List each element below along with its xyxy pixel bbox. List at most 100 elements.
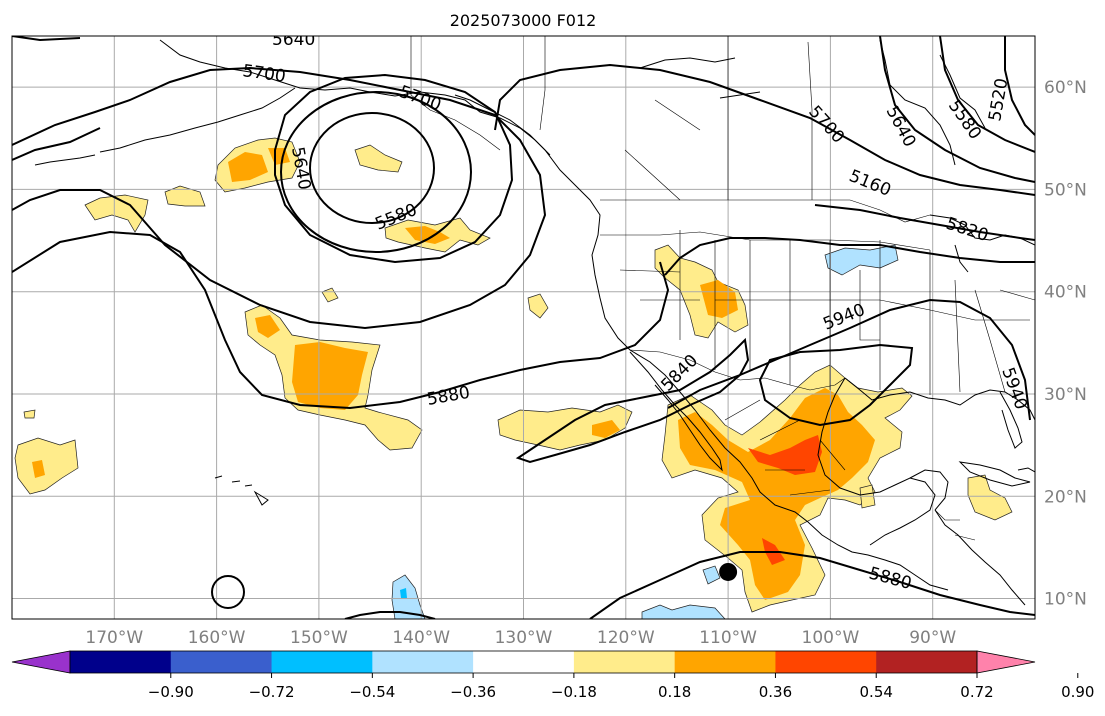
longitude-label: 130°W [495, 628, 553, 648]
longitude-label: 160°W [188, 628, 246, 648]
border-mexico-states [724, 399, 846, 496]
colorbar-segment [775, 651, 877, 673]
shade-small-6 [527, 293, 549, 319]
border-canada-provinces [539, 36, 813, 201]
colorbar-tick-label: −0.72 [249, 683, 295, 701]
border-us-mexico [629, 349, 846, 391]
colorbar-tick-label: −0.90 [148, 683, 194, 701]
contour-north-1 [494, 63, 1035, 196]
coast-baja [629, 351, 723, 472]
shade-blue-south-1 [391, 574, 426, 619]
colorbar-segment [271, 651, 373, 673]
contour-5880 [12, 230, 670, 410]
colorbar-tick-label: 0.36 [759, 683, 792, 701]
colorbar [11, 650, 1036, 674]
latitude-label: 40°N [1044, 283, 1087, 303]
latitude-labels: 10°N 20°N 30°N 40°N 50°N 60°N [1044, 78, 1087, 609]
latitude-label: 60°N [1044, 78, 1087, 98]
shade-blue-south-1b [400, 588, 407, 598]
borders [410, 36, 1035, 541]
shade-small-7 [967, 474, 1013, 521]
map-area: 5640 5700 5700 5640 5580 5880 5840 5940 … [12, 30, 1035, 619]
colorbar-segment [674, 651, 776, 673]
contour-5880-south [589, 551, 1035, 619]
contour-5940 [664, 237, 1035, 276]
contour-small-ring [211, 575, 245, 609]
contour-5880-east [515, 337, 750, 464]
colorbar-tick-label: 0.54 [860, 683, 893, 701]
shade-blue-south-3 [702, 565, 721, 585]
contour-5820 [814, 204, 1035, 241]
shade-west-4 [23, 409, 36, 419]
colorbar-frame [69, 650, 978, 674]
shade-alaska-3-orange [405, 226, 450, 244]
longitude-label: 140°W [392, 628, 450, 648]
coastlines [34, 39, 1035, 606]
contour-bottom-arc [344, 611, 436, 619]
coast-hawaii [214, 475, 269, 506]
coast-aleutians [34, 154, 96, 166]
contour-north-3 [939, 36, 1035, 153]
height-contours [12, 36, 1035, 619]
coast-arctic [639, 54, 986, 129]
map-frame [11, 35, 1036, 620]
border-central-america [934, 509, 976, 541]
contour-label: 5640 [272, 30, 315, 50]
shade-pacific-1-orange [255, 315, 368, 410]
longitude-label: 170°W [85, 628, 143, 648]
latitude-label: 20°N [1044, 487, 1087, 507]
shade-west-3 [14, 437, 79, 495]
shade-blue-south-2 [641, 604, 726, 619]
coast-florida [999, 391, 1023, 449]
colorbar-tick-label: −0.36 [450, 683, 496, 701]
colorbar-segment [876, 651, 978, 673]
coast-mexico-east [817, 377, 936, 546]
coast-cuba [958, 461, 1031, 487]
longitude-label: 150°W [290, 628, 348, 648]
shade-west-3-orange [32, 460, 45, 478]
colorbar-tick-label: 0.18 [658, 683, 691, 701]
contour-north-5 [12, 36, 81, 42]
colorbar-ticks: −0.90 −0.72 −0.54 −0.36 −0.18 0.18 0.36 0.54 0.7… [148, 673, 1094, 701]
contour-5940-south [667, 298, 1031, 421]
colorbar-segment [170, 651, 273, 673]
longitude-label: 90°W [909, 628, 956, 648]
border-us-canada [600, 199, 931, 223]
contour-north-4 [1004, 36, 1035, 136]
coast-hispaniola [1017, 467, 1035, 473]
colorbar-tick-label: 0.90 [1061, 683, 1094, 701]
coast-alaska-peninsula [99, 87, 296, 153]
contour-5700 [12, 66, 547, 330]
figure-title: 2025073000 F012 [450, 11, 597, 30]
shade-alaska-2 [354, 144, 403, 173]
colorbar-extend-max [976, 650, 1036, 674]
contour-5940-inner [758, 343, 914, 427]
colorbar-segment [70, 651, 172, 673]
longitude-label: 100°W [802, 628, 860, 648]
contour-5160 [12, 127, 101, 161]
colorbar-tick-label: 0.72 [960, 683, 993, 701]
longitude-label: 120°W [597, 628, 655, 648]
shade-west-2 [164, 185, 206, 207]
longitude-labels: 170°W 160°W 150°W 140°W 130°W 120°W 110°W 100°W… [85, 628, 956, 648]
coast-central-america [934, 509, 1026, 606]
contour-low-2 [280, 91, 472, 253]
storm-marker [719, 562, 738, 581]
shade-mexico-red [748, 435, 822, 475]
latitude-label: 10°N [1044, 590, 1087, 610]
contour-low-inner [309, 112, 435, 224]
coast-hudson [879, 39, 956, 166]
latitude-label: 30°N [1044, 385, 1087, 405]
latitude-label: 50°N [1044, 180, 1087, 200]
colorbar-tick-label: −0.18 [551, 683, 597, 701]
contour-north-2 [879, 36, 1035, 183]
colorbar-extend-min [11, 650, 71, 674]
coast-north-america-west [454, 94, 949, 591]
longitude-label: 110°W [699, 628, 757, 648]
coast-yucatan [909, 469, 949, 511]
contour-low-3 [274, 73, 514, 264]
shade-mexico-orange [678, 388, 875, 600]
colorbar-segment [372, 651, 474, 673]
